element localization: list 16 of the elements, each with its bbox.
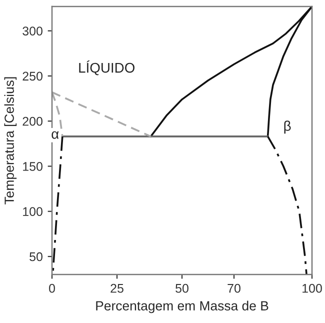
x-tick-label: 50 bbox=[176, 284, 188, 293]
annotation: β bbox=[284, 120, 291, 134]
x-tick-label: 70 bbox=[228, 284, 240, 293]
y-tick-label: 250 bbox=[22, 72, 42, 81]
x-tick-label: 25 bbox=[110, 284, 124, 293]
x-tick-label: 0 bbox=[49, 284, 55, 293]
y-tick-label: 100 bbox=[23, 207, 42, 216]
y-tick-label: 200 bbox=[22, 116, 42, 126]
annotation: LÍQUIDO bbox=[79, 60, 134, 76]
y-axis-title: Temperatura [Celsius] bbox=[4, 77, 17, 204]
annotation: α bbox=[52, 131, 59, 139]
y-tick-label: 300 bbox=[22, 26, 42, 36]
x-tick-label: 100 bbox=[302, 284, 322, 293]
y-tick-label: 150 bbox=[23, 162, 42, 171]
y-tick-label: 50 bbox=[30, 252, 42, 262]
x-axis-title: Percentagem em Massa de B bbox=[96, 300, 268, 314]
